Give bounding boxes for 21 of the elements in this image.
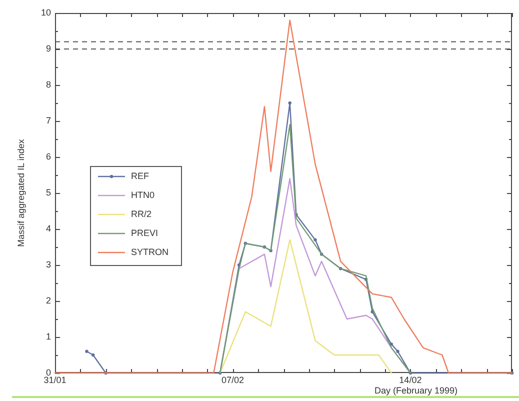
y-tick-label: 0 bbox=[46, 367, 51, 378]
y-axis-title: Massif aggregated IL index bbox=[16, 138, 26, 247]
legend-label: SYTRON bbox=[131, 246, 169, 257]
x-tick-label: 07/02 bbox=[221, 374, 244, 385]
y-tick-label: 2 bbox=[46, 295, 51, 306]
y-tick-label: 5 bbox=[46, 187, 51, 198]
y-tick-label: 9 bbox=[46, 43, 51, 54]
x-tick-label: 14/02 bbox=[399, 374, 422, 385]
y-tick-label: 8 bbox=[46, 79, 51, 90]
y-tick-label: 7 bbox=[46, 115, 51, 126]
legend-label: RR/2 bbox=[131, 208, 152, 219]
y-tick-label: 1 bbox=[46, 331, 51, 342]
x-tick-label: 31/01 bbox=[44, 374, 66, 385]
legend-label: REF bbox=[131, 170, 150, 181]
legend-label: HTN0 bbox=[131, 190, 155, 200]
x-axis-title: Day (February 1999) bbox=[374, 385, 458, 396]
y-tick-label: 10 bbox=[40, 7, 51, 18]
y-tick-label: 6 bbox=[46, 151, 51, 162]
y-tick-label: 3 bbox=[46, 259, 51, 270]
y-tick-label: 4 bbox=[46, 223, 51, 234]
legend-label: PREVI bbox=[131, 228, 158, 238]
